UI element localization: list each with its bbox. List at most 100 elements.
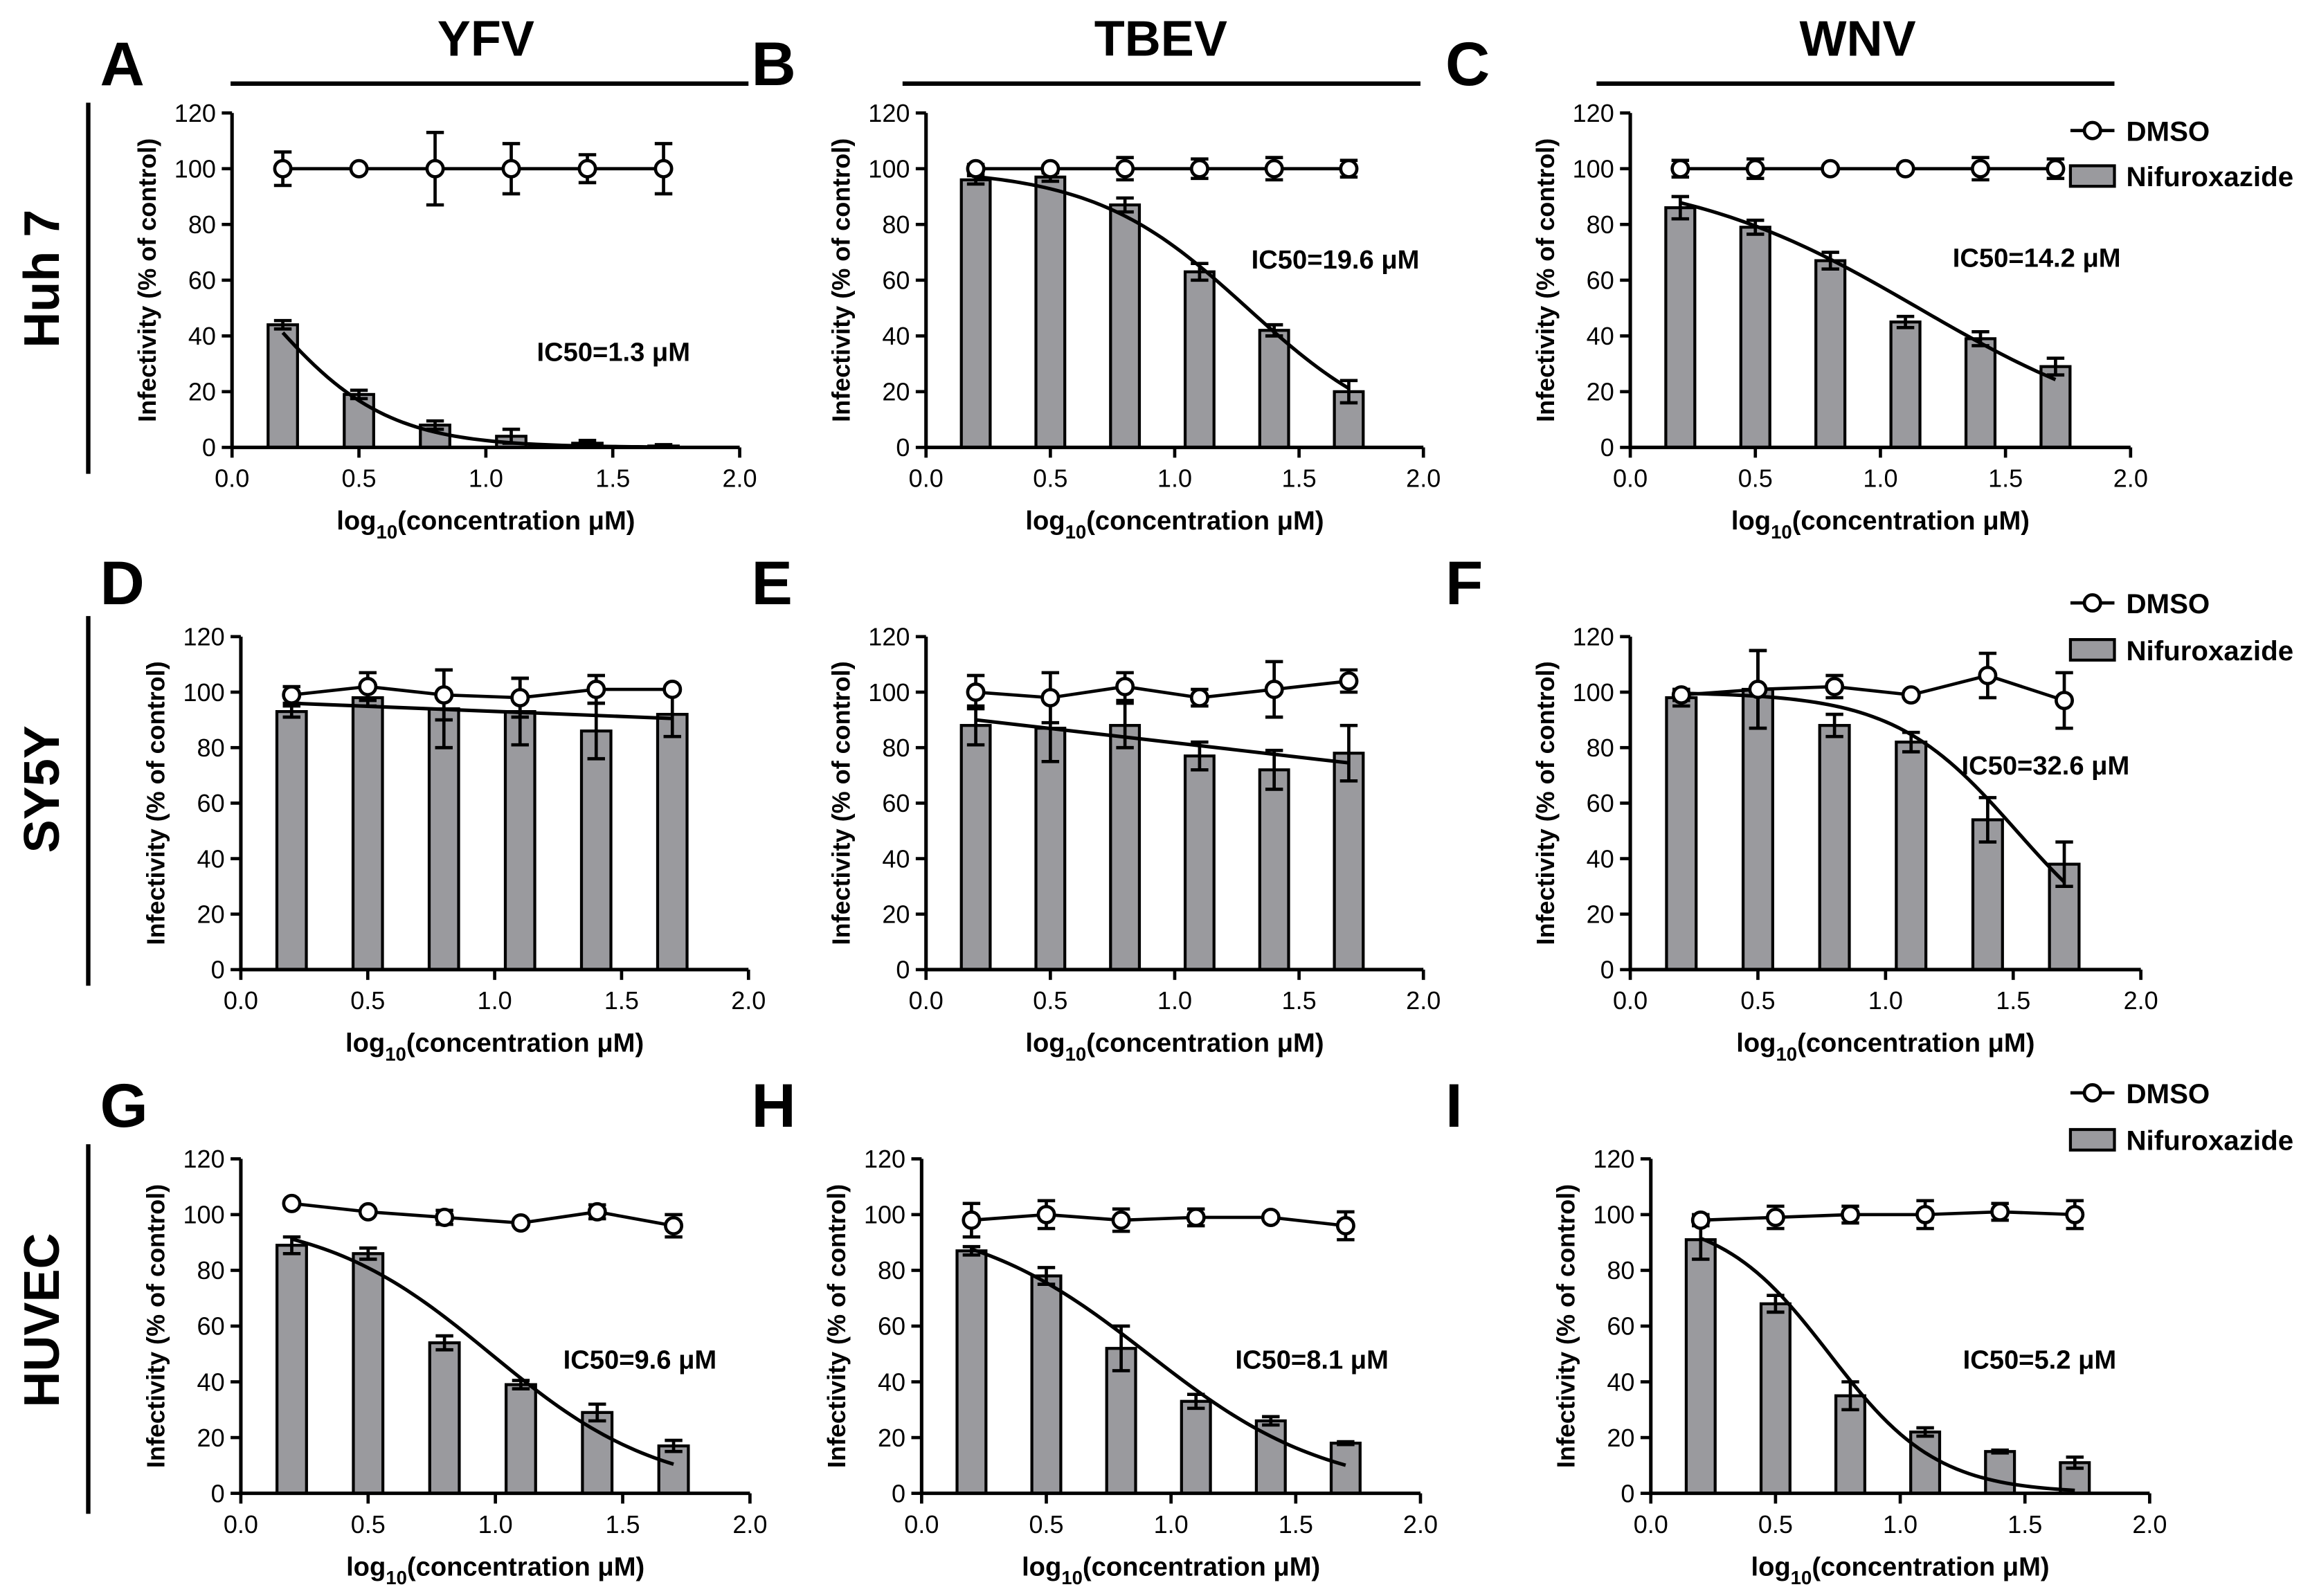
y-tick-label: 20 [882,378,910,406]
x-axis-label: log10(concentration μM) [1025,506,1324,543]
error-bar-nifuroxazide [273,318,292,331]
fit-curve-nifuroxazide [975,174,1350,390]
bar-nifuroxazide [1034,727,1067,972]
x-axis-label-rest: (concentration μM) [1792,506,2030,536]
bar-nifuroxazide [657,1444,690,1495]
x-axis-label: log10(concentration μM) [1025,1028,1324,1065]
y-tick-label: 20 [188,378,216,406]
y-tick-label: 100 [183,1201,225,1229]
error-bar-nifuroxazide [1262,1415,1280,1427]
marker-dmso [662,680,683,700]
x-axis-label-subscript: 10 [1065,521,1087,543]
x-axis-label-rest: (concentration μM) [406,1028,644,1058]
bar-nifuroxazide [959,724,992,972]
y-tick-label: 20 [197,900,225,929]
bar-nifuroxazide [1739,226,1771,449]
marker-dmso [1186,1207,1206,1227]
y-tick-label: 40 [882,322,910,350]
marker-dmso [1111,1210,1131,1230]
bar-nifuroxazide [1814,259,1847,449]
marker-dmso [425,158,445,179]
chart-panel-g: 0 20 40 60 80 100 120 0.0 0.5 1.0 1.5 2.0 log10(conc… [142,1145,768,1588]
x-tick-label: 0.0 [1613,986,1648,1015]
error-bar-nifuroxazide [1916,1426,1934,1438]
y-tick-label: 80 [197,1256,225,1285]
column-header-tbev: TBEV [1094,12,1227,67]
y-tick-label: 80 [1587,734,1614,762]
x-tick-label: 0.5 [1740,986,1775,1015]
x-tick-label: 1.5 [1282,986,1317,1015]
marker-dmso [1040,158,1061,179]
marker-dmso [1040,688,1061,708]
bar-nifuroxazide [276,1244,308,1495]
y-tick-label: 40 [1607,1368,1634,1396]
y-tick-label: 100 [1573,678,1614,707]
x-tick-label: 2.0 [2124,986,2158,1015]
marker-dmso [587,1201,607,1222]
bar-nifuroxazide [1964,337,1997,449]
y-tick-label: 120 [183,1145,225,1173]
chart-panel-i: 0 20 40 60 80 100 120 0.0 0.5 1.0 1.5 2.0 log10(conc… [1552,1145,2167,1588]
chart-panel-d: 0 20 40 60 80 100 120 0.0 0.5 1.0 1.5 2.0 log10(conc… [142,623,766,1065]
error-bar-nifuroxazide [1116,701,1134,750]
y-tick-label: 100 [1573,154,1614,183]
ic50-annotation: IC50=8.1 μM [1235,1345,1389,1375]
y-tick-label: 20 [1587,900,1614,929]
ic50-annotation: IC50=5.2 μM [1963,1345,2117,1375]
marker-dmso [282,1193,302,1213]
ic50-annotation: IC50=32.6 μM [1961,751,2129,781]
x-tick-label: 0.5 [1033,986,1067,1015]
x-axis-label-log: log [1736,1028,1776,1058]
marker-dmso [1189,688,1209,708]
x-tick-label: 0.5 [351,1510,386,1539]
x-tick-label: 1.0 [1863,464,1897,493]
bar-nifuroxazide [352,1252,385,1495]
y-tick-label: 120 [174,99,216,127]
y-tick-label: 60 [878,1312,905,1341]
marker-dmso [1670,158,1690,179]
marker-dmso [577,158,597,179]
fit-curve-nifuroxazide [291,1237,674,1466]
marker-dmso [1825,677,1845,697]
legend-nifuroxazide-label: Nifuroxazide [2126,1125,2293,1157]
bar-nifuroxazide [1034,175,1067,449]
error-bar-nifuroxazide [1339,723,1358,783]
error-bar-nifuroxazide [665,1438,683,1453]
error-bar-nifuroxazide [588,1402,606,1423]
legend-dmso-marker [2082,120,2102,140]
chart-panel-a: 0 20 40 60 80 100 120 0.0 0.5 1.0 1.5 2.0 log10(conc… [133,99,757,543]
panel-letter-f: F [1445,548,1483,617]
x-tick-label: 0.5 [350,986,385,1015]
error-bar-nifuroxazide [2066,1455,2084,1470]
bar-nifuroxazide [351,696,384,972]
column-header-wnv: WNV [1800,12,1916,67]
y-tick-label: 120 [864,1145,905,1173]
row-header-huvec: HUVEC [15,1233,70,1407]
y-tick-label: 40 [197,844,225,873]
y-tick-label: 100 [868,678,910,707]
x-axis-label-rest: (concentration μM) [397,506,635,536]
error-bar-nifuroxazide [1896,314,1915,329]
error-bar-nifuroxazide [2046,356,2065,377]
x-axis-label-log: log [1025,1028,1065,1058]
y-tick-label: 60 [1587,266,1614,295]
bar-nifuroxazide [959,178,992,449]
bar-nifuroxazide [503,709,536,972]
error-bar-nifuroxazide [1991,1448,2009,1455]
y-tick-label: 80 [878,1256,905,1285]
bar-nifuroxazide [1183,754,1216,972]
legend-nifuroxazide-swatch [2068,164,2116,188]
error-bar-nifuroxazide [282,704,300,719]
panel-letter-e: E [752,548,793,617]
legend-nifuroxazide-label: Nifuroxazide [2126,161,2293,192]
error-bar-nifuroxazide [1265,748,1283,791]
x-tick-label: 2.0 [1406,986,1441,1015]
x-tick-label: 0.5 [1738,464,1773,493]
line-dmso [291,1201,674,1228]
x-axis-label-log: log [1025,506,1065,536]
y-axis-label: Infectivity (% of control) [827,661,856,945]
y-tick-label: 100 [1593,1201,1634,1229]
x-axis-label-rest: (concentration μM) [1797,1028,2034,1058]
y-axis-label: Infectivity (% of control) [133,138,161,422]
x-tick-label: 0.0 [1613,464,1648,493]
